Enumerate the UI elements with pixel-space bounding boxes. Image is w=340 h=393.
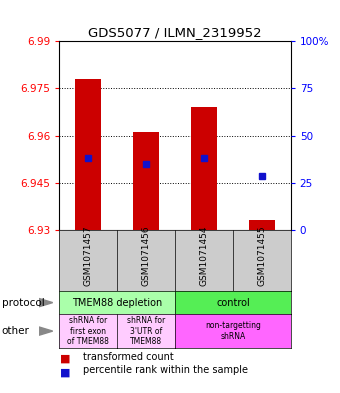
Polygon shape — [39, 299, 53, 307]
Text: GSM1071454: GSM1071454 — [200, 226, 208, 286]
Text: other: other — [2, 326, 30, 336]
Text: TMEM88 depletion: TMEM88 depletion — [72, 298, 163, 308]
Text: ■: ■ — [59, 354, 70, 364]
Bar — [75, 79, 101, 230]
Text: non-targetting
shRNA: non-targetting shRNA — [205, 321, 261, 341]
Bar — [133, 132, 159, 230]
Text: shRNA for
first exon
of TMEM88: shRNA for first exon of TMEM88 — [67, 316, 109, 346]
Text: GSM1071457: GSM1071457 — [84, 225, 93, 286]
Text: percentile rank within the sample: percentile rank within the sample — [83, 365, 248, 375]
Text: GSM1071456: GSM1071456 — [142, 225, 151, 286]
Text: transformed count: transformed count — [83, 352, 174, 362]
Text: ■: ■ — [59, 367, 70, 377]
Text: protocol: protocol — [2, 298, 45, 308]
Bar — [249, 220, 275, 230]
Text: control: control — [216, 298, 250, 308]
Text: GSM1071455: GSM1071455 — [257, 225, 266, 286]
Polygon shape — [39, 327, 53, 335]
Text: shRNA for
3'UTR of
TMEM88: shRNA for 3'UTR of TMEM88 — [127, 316, 165, 346]
Title: GDS5077 / ILMN_2319952: GDS5077 / ILMN_2319952 — [88, 26, 262, 39]
Bar — [191, 107, 217, 230]
